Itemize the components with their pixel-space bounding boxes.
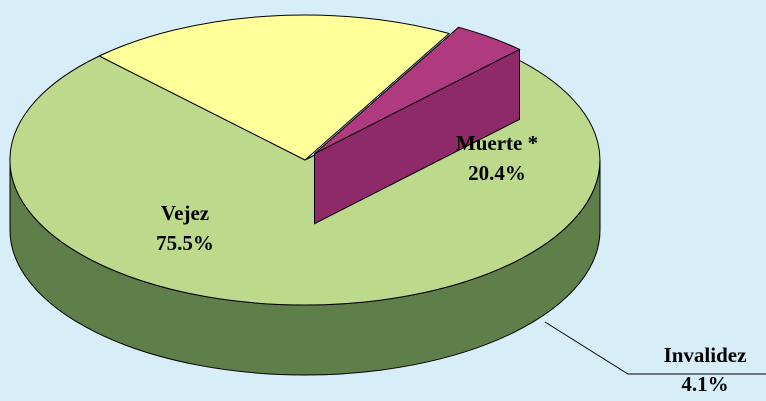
slice-label: Invalidez	[664, 343, 747, 367]
slice	[98, 14, 451, 161]
slice-value-label: 20.4%	[468, 161, 526, 185]
slice-value-label: 75.5%	[156, 231, 214, 255]
slice-label: Vejez	[161, 201, 209, 225]
slice-value-label: 4.1%	[681, 372, 728, 396]
leader-line	[544, 321, 766, 375]
slice-label: Muerte *	[456, 131, 538, 155]
slice	[314, 26, 521, 155]
